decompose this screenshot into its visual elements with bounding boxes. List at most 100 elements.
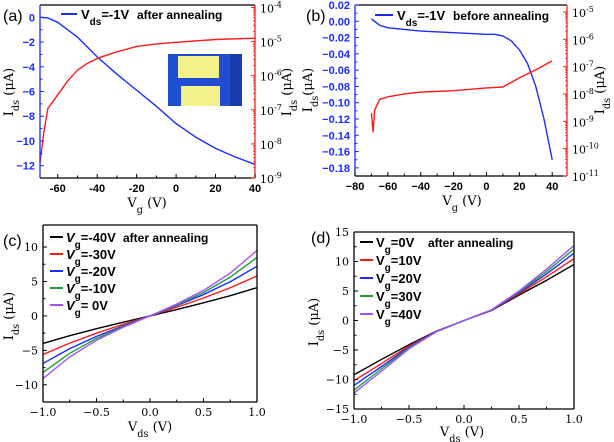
y-tick-label: −10 <box>326 374 349 387</box>
y2-tick-base: 10 <box>260 71 274 84</box>
axis-label-main: I <box>2 335 17 340</box>
y2-tick-label: 10-11 <box>572 169 599 184</box>
axis-label: Ids(μA) <box>301 68 321 112</box>
x-tick-label: −40 <box>411 181 430 193</box>
x-tick-label: 40 <box>249 183 261 195</box>
y2-tick-base: 10 <box>260 173 274 186</box>
y2-tick-base: 10 <box>260 2 274 15</box>
y-tick-label: 0 <box>342 315 349 328</box>
y2-tick-label: 10-5 <box>260 35 282 50</box>
x-tick-label: −20 <box>444 181 463 193</box>
y-tick-label: −5 <box>333 344 349 357</box>
legend-entry: Vg=40V <box>376 307 422 328</box>
legend-entry: Vg=0V <box>376 235 415 256</box>
y-tick-label: −10 <box>16 136 35 148</box>
axis-label-sub: ds <box>11 100 22 111</box>
axis-label-unit: (V) <box>148 420 172 435</box>
axis-label-unit: (μA) <box>2 68 17 100</box>
axis-label: Ids (μA) <box>593 66 613 115</box>
chart-panel-a: -60 -40 -20 0 20 400−2−4−6−8−10−1210-410-510-… <box>2 0 300 215</box>
axis-label-sub: ds <box>449 434 460 442</box>
y-tick-label: −0.18 <box>322 163 350 175</box>
y2-tick-label: 10-8 <box>260 137 282 152</box>
y-tick-label: 5 <box>342 285 349 298</box>
legend-label: Vds=-1V <box>81 7 129 28</box>
axis-label: Vds (V) <box>439 425 484 442</box>
axis-label-sub: ds <box>316 330 327 341</box>
axis-label-sub: ds <box>310 96 321 107</box>
legend: Vds=-1V after annealing <box>61 7 222 28</box>
y2-tick-exponent: -5 <box>274 35 282 44</box>
axis-label-main: I <box>2 111 17 116</box>
y-tick-label: −12 <box>16 161 35 173</box>
axis-label-main: I <box>307 341 322 346</box>
y2-tick-exponent: -10 <box>586 142 599 151</box>
y2-tick-label: 10-7 <box>260 103 282 118</box>
y2-tick-exponent: -4 <box>274 0 282 9</box>
axis-label: Ids (μA) <box>280 68 300 117</box>
y-tick-label: −10 <box>15 379 38 392</box>
y2-tick-exponent: -6 <box>274 69 282 78</box>
chart-panel-b: −80 −60 −40 −20 0 20 40 0.02 0.00 −0.02 −0.04 −0.06… <box>301 0 613 214</box>
legend-entry: Vg=-20V <box>66 264 116 285</box>
y2-tick-label: 10-4 <box>260 0 282 15</box>
axis-label-main: V <box>126 196 137 211</box>
y2-tick-label: 10-8 <box>572 87 594 102</box>
x-tick-label: 40 <box>546 181 558 193</box>
axis-label-main: I <box>301 107 316 112</box>
x-tick-label: −0.5 <box>396 413 423 426</box>
x-tick-label: 0.0 <box>141 406 159 419</box>
y-tick-label: 10 <box>24 241 38 254</box>
y-tick-label: −5 <box>22 344 38 357</box>
y2-tick-label: 10-6 <box>260 69 282 84</box>
y-tick-label: 5 <box>31 275 38 288</box>
y-tick-label: −15 <box>326 403 349 416</box>
electrode-pad <box>178 56 219 78</box>
y2-tick-label: 10-10 <box>572 142 599 157</box>
x-tick-label: −1.0 <box>341 413 368 426</box>
x-tick-label: −0.5 <box>83 406 110 419</box>
y-tick-label: 0.00 <box>329 16 350 28</box>
axis-label-unit: (μA) <box>2 292 17 324</box>
y-tick-label: −4 <box>22 62 35 74</box>
y-tick-label: −0.02 <box>322 33 350 45</box>
axis-label-unit: (V) <box>460 425 484 440</box>
x-tick-label: 0 <box>173 183 179 195</box>
series-line-4 <box>42 249 258 380</box>
annotation: before annealing <box>453 9 549 23</box>
y-tick-label: 15 <box>335 226 349 239</box>
y2-tick-exponent: -9 <box>274 171 282 180</box>
y2-tick-exponent: -8 <box>586 87 594 96</box>
series-line-4 <box>353 245 575 394</box>
y2-tick-exponent: -7 <box>586 60 594 69</box>
y2-tick-base: 10 <box>572 116 586 129</box>
axis-label-sub: ds <box>137 429 148 440</box>
x-tick-label: -20 <box>129 183 145 195</box>
axis-label-sub: ds <box>11 324 22 335</box>
axis-label: Vds (V) <box>127 420 172 440</box>
axis-label-sub: g <box>452 203 458 214</box>
annotation: after annealing <box>137 8 222 22</box>
y-tick-label: −2 <box>22 37 35 49</box>
y2-tick-exponent: -11 <box>586 169 599 178</box>
x-tick-label: 20 <box>209 183 221 195</box>
x-tick-label: 0.0 <box>455 413 473 426</box>
axis-label-sub: g <box>137 205 143 216</box>
y-tick-label: −6 <box>22 87 35 99</box>
y2-tick-base: 10 <box>572 34 586 47</box>
y-tick-label: −8 <box>22 111 35 123</box>
y-tick-label: 0.02 <box>329 0 350 12</box>
legend-entry: Vg=20V <box>376 271 422 292</box>
series-line-1 <box>370 60 553 133</box>
chart-panel-d: −1.0 −0.5 0.0 0.5 1.0 15 10 5 0 −5 −10 −15 Ids (μA) V… <box>307 226 583 442</box>
y-tick-label: −0.08 <box>322 81 350 93</box>
axis-label-unit: (V) <box>458 194 482 209</box>
panel-label: (d) <box>311 230 331 247</box>
x-tick-label: -60 <box>50 183 66 195</box>
y2-tick-exponent: -9 <box>586 114 594 123</box>
axis-label-main: V <box>127 420 138 435</box>
axis-label-main: I <box>280 111 295 116</box>
y2-tick-exponent: -7 <box>274 103 282 112</box>
